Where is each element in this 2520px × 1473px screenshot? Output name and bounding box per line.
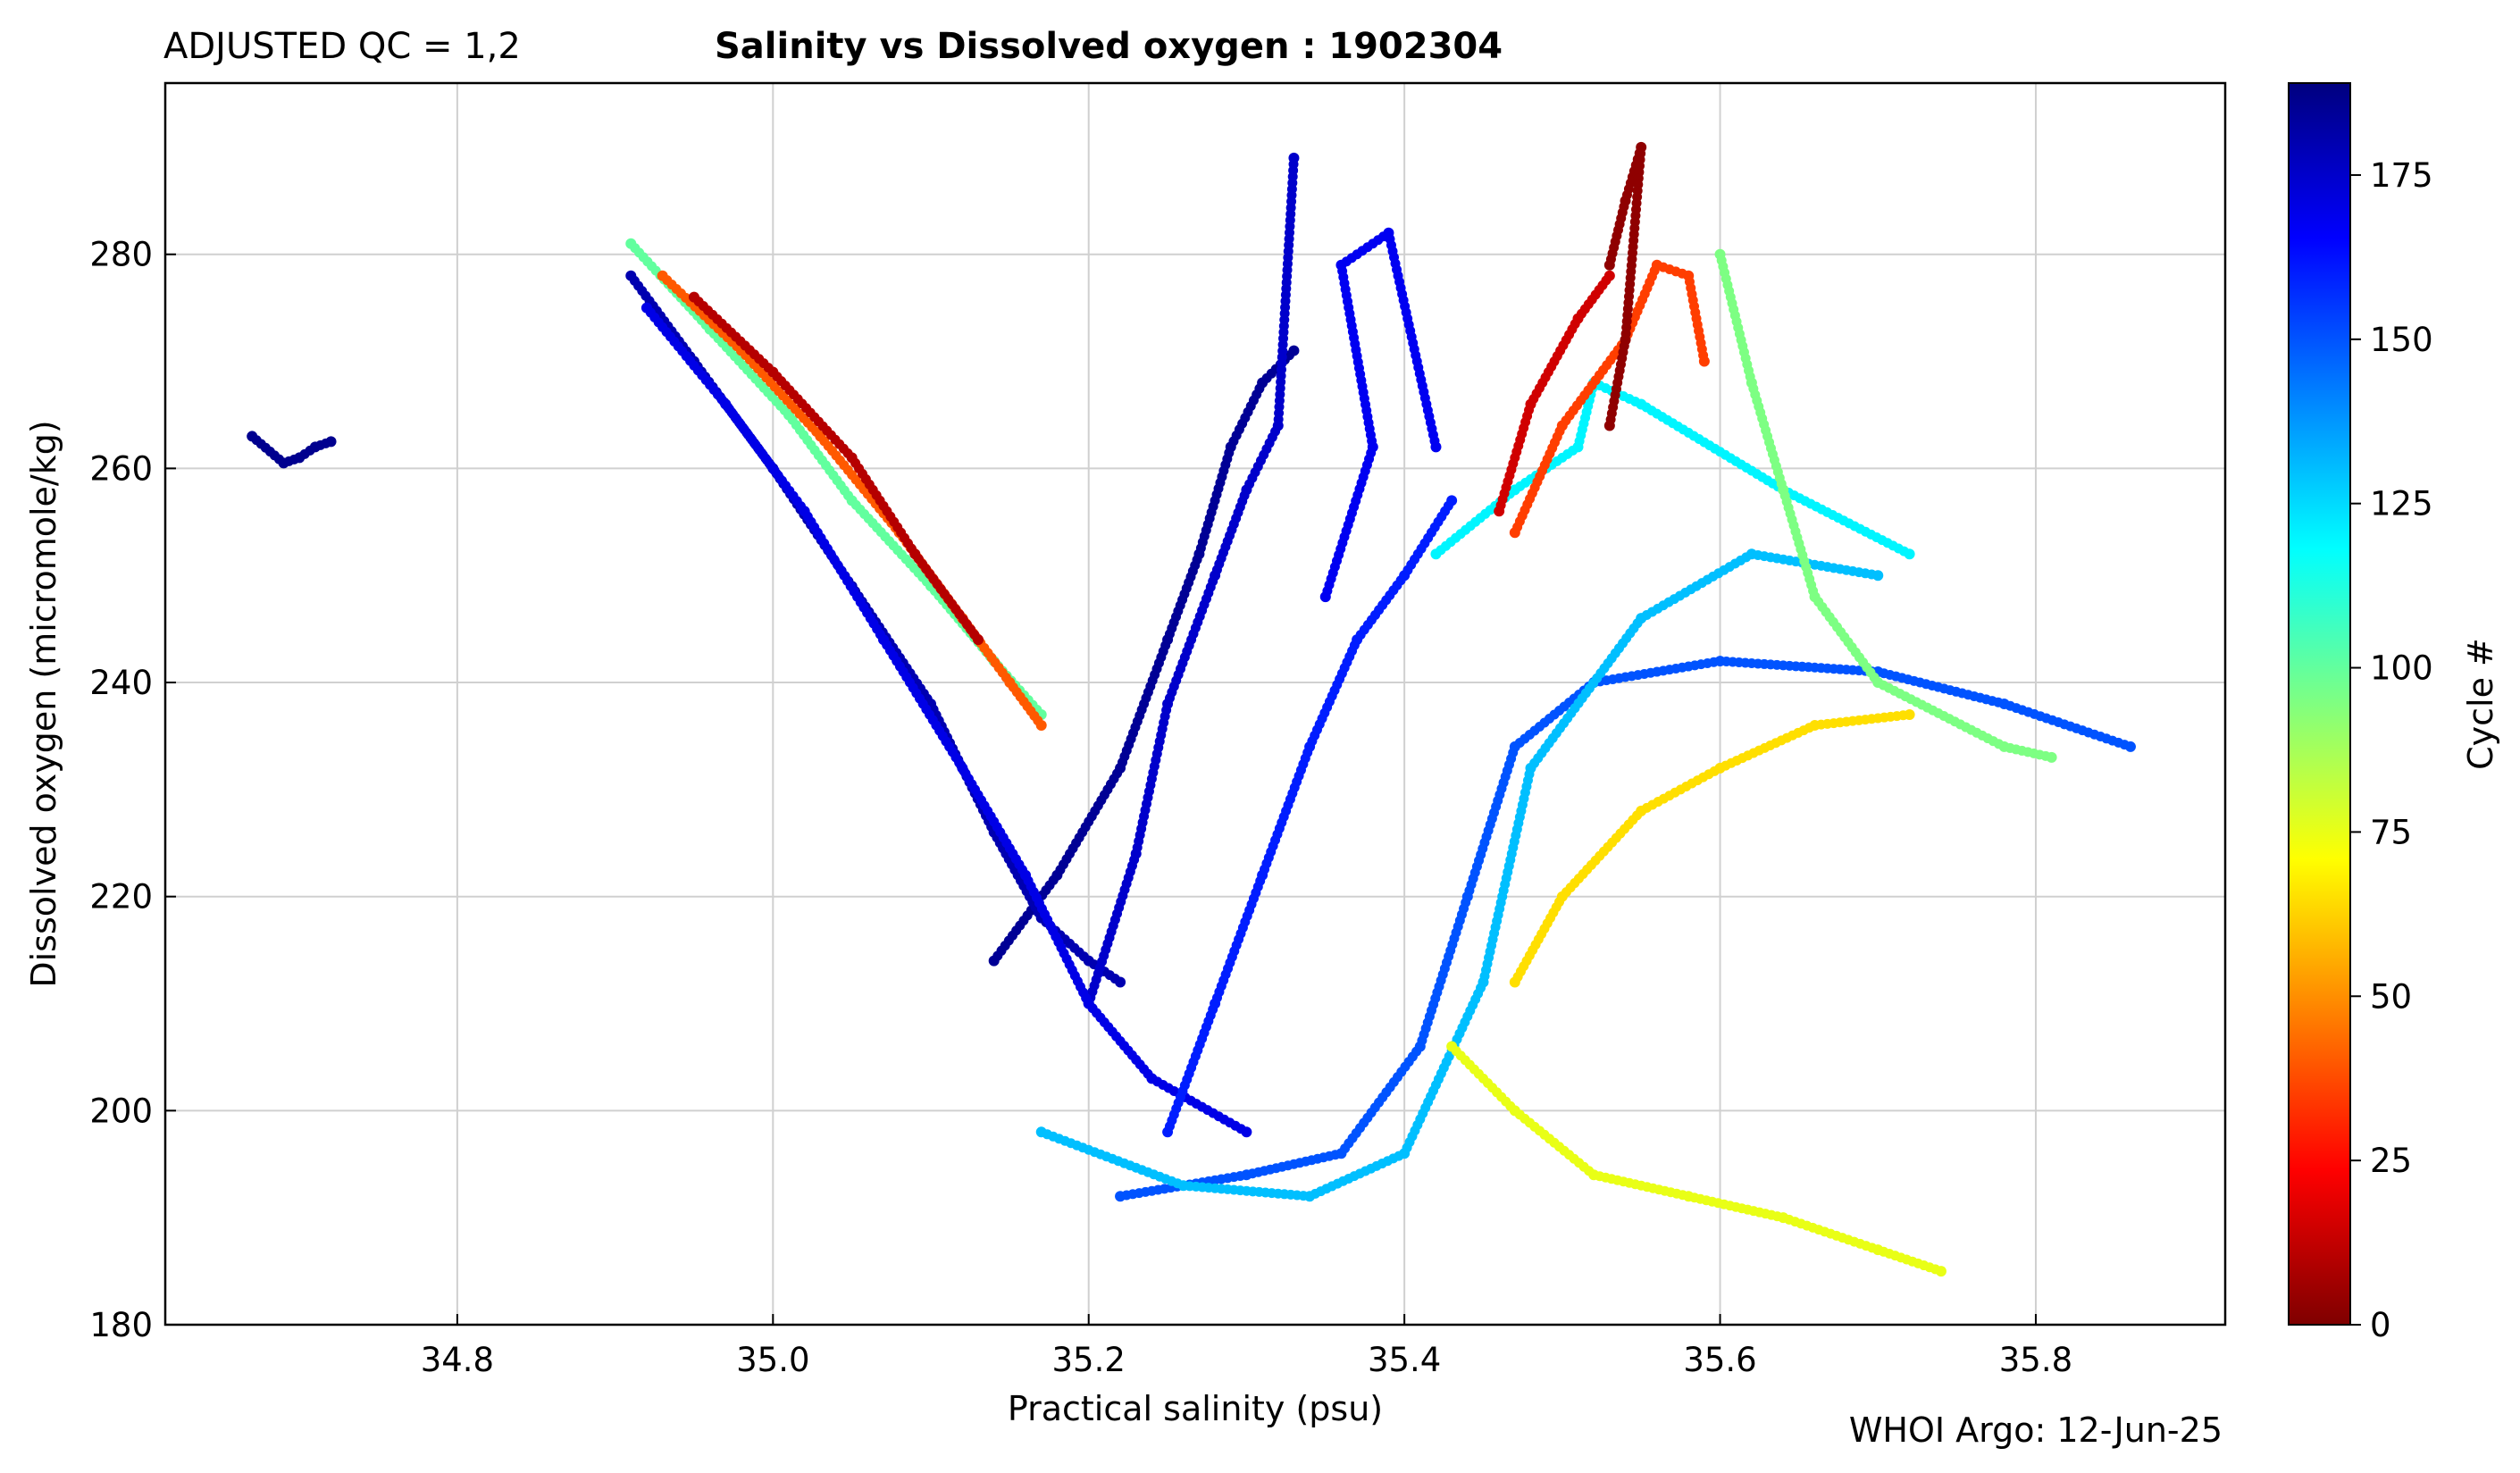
data-point bbox=[1872, 570, 1884, 582]
colorbar-axis: 0 25 50 75 100 125 150 175 bbox=[2350, 156, 2433, 1344]
y-axis: 180 200 220 240 260 280 bbox=[89, 236, 176, 1344]
colorbar-tick-label: 50 bbox=[2370, 977, 2412, 1016]
y-tick-label: 200 bbox=[89, 1092, 153, 1130]
series-cycle-95 bbox=[1714, 248, 2057, 763]
data-point bbox=[1904, 548, 1915, 560]
series-cycle-186 bbox=[247, 431, 337, 469]
chart-title: Salinity vs Dissolved oxygen : 1902304 bbox=[715, 26, 1503, 67]
colorbar bbox=[2288, 82, 2351, 1326]
data-point bbox=[1288, 152, 1300, 163]
series-cycle-168 bbox=[1319, 227, 1442, 603]
y-tick-label: 240 bbox=[89, 664, 153, 702]
data-point bbox=[325, 436, 337, 448]
data-point bbox=[1904, 708, 1915, 720]
scatter-points bbox=[247, 141, 2136, 1277]
data-point bbox=[1603, 420, 1615, 431]
data-point bbox=[973, 634, 984, 646]
x-tick-label: 35.8 bbox=[1999, 1341, 2072, 1379]
data-point bbox=[1035, 719, 1047, 731]
colorbar-tick-label: 125 bbox=[2370, 485, 2433, 523]
series-cycle-75 bbox=[1446, 1041, 1947, 1277]
colorbar-label: Cycle # bbox=[2461, 638, 2500, 770]
x-tick-label: 34.8 bbox=[421, 1341, 494, 1379]
colorbar-tick-label: 75 bbox=[2370, 813, 2412, 851]
data-point bbox=[2046, 751, 2057, 763]
series-cycle-35 bbox=[1509, 259, 1710, 539]
data-point bbox=[1430, 441, 1442, 453]
credit-text: WHOI Argo: 12-Jun-25 bbox=[1849, 1410, 2223, 1450]
data-point bbox=[1288, 345, 1300, 356]
x-tick-label: 35.2 bbox=[1052, 1341, 1126, 1379]
x-tick-label: 35.4 bbox=[1368, 1341, 1441, 1379]
series-cycle-15 bbox=[1494, 270, 1615, 517]
series-cycle-65 bbox=[1509, 708, 1915, 988]
x-axis: 34.8 35.0 35.2 35.4 35.6 35.8 bbox=[421, 1314, 2072, 1379]
x-tick-label: 35.0 bbox=[736, 1341, 809, 1379]
y-tick-label: 220 bbox=[89, 878, 153, 916]
series-cycle-185 bbox=[988, 345, 1300, 967]
series-cycle-10 bbox=[688, 291, 984, 646]
qc-label: ADJUSTED QC = 1,2 bbox=[163, 26, 521, 67]
y-tick-label: 180 bbox=[89, 1306, 153, 1344]
series-cycle-175 bbox=[1083, 152, 1300, 1009]
y-axis-label: Dissolved oxygen (micromole/kg) bbox=[24, 420, 63, 987]
y-tick-label: 280 bbox=[89, 236, 153, 274]
colorbar-tick-label: 25 bbox=[2370, 1142, 2412, 1180]
x-tick-label: 35.6 bbox=[1683, 1341, 1756, 1379]
colorbar-tick-label: 100 bbox=[2370, 649, 2433, 688]
data-point bbox=[1698, 356, 1710, 367]
series-cycle-3 bbox=[1603, 141, 1647, 431]
data-point bbox=[1115, 976, 1126, 988]
data-point bbox=[1446, 495, 1458, 506]
colorbar-tick-label: 0 bbox=[2370, 1306, 2391, 1344]
colorbar-tick-label: 150 bbox=[2370, 321, 2433, 359]
data-point bbox=[1241, 1126, 1252, 1138]
series-cycle-160 bbox=[1162, 495, 1458, 1138]
y-tick-label: 260 bbox=[89, 449, 153, 488]
x-axis-label: Practical salinity (psu) bbox=[1008, 1389, 1383, 1428]
data-point bbox=[1603, 270, 1615, 281]
plot-frame bbox=[163, 81, 2227, 1327]
data-point bbox=[1935, 1266, 1947, 1277]
series-cycle-170 bbox=[640, 302, 1252, 1138]
series-cycle-130 bbox=[1035, 548, 1884, 1202]
data-point bbox=[2124, 741, 2136, 752]
colorbar-tick-label: 175 bbox=[2370, 156, 2433, 195]
